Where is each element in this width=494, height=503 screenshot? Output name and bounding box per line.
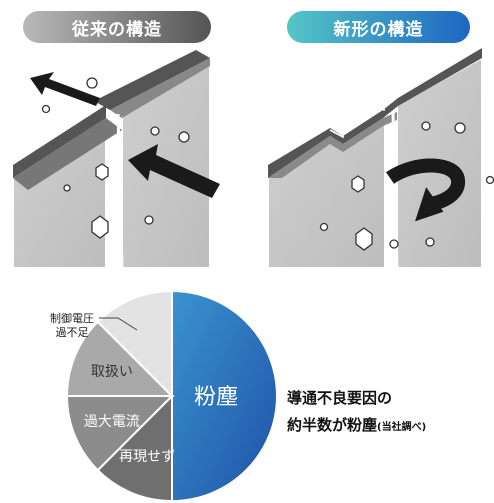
- pie-label: 過大電流: [84, 414, 140, 430]
- caption-line1: 導通不良要因の: [287, 389, 393, 407]
- pie-label-dust: 粉塵: [194, 385, 238, 410]
- pie-slice: [171, 289, 278, 503]
- pie-label: 取扱い: [91, 364, 133, 380]
- pie-slice: [65, 320, 175, 397]
- pie-slice: [65, 395, 175, 472]
- straight-arrow-icon: [30, 72, 220, 198]
- caption: 導通不良要因の 約半数が粉塵(当社調べ): [287, 385, 426, 441]
- caption-line2: 約半数が粉塵(当社調べ): [287, 412, 426, 441]
- new-structure-diagram: [267, 48, 494, 269]
- caption-note: (当社調べ): [377, 422, 427, 433]
- pie-slice: [96, 393, 173, 503]
- u-turn-arrow-icon: [386, 158, 465, 222]
- pie-label: 再現せず: [119, 449, 175, 465]
- pie-slice: [96, 289, 173, 399]
- new-structure-heading: 新形の構造: [287, 11, 470, 43]
- old-structure-diagram: [12, 50, 220, 269]
- caption-line2-main: 約半数が粉塵: [287, 416, 378, 434]
- callout-label-line1: 制御電圧: [50, 311, 94, 325]
- callout-leader-line: [99, 317, 138, 331]
- callout-label-line2: 過不足: [56, 326, 89, 339]
- old-structure-heading: 従来の構造: [23, 11, 211, 43]
